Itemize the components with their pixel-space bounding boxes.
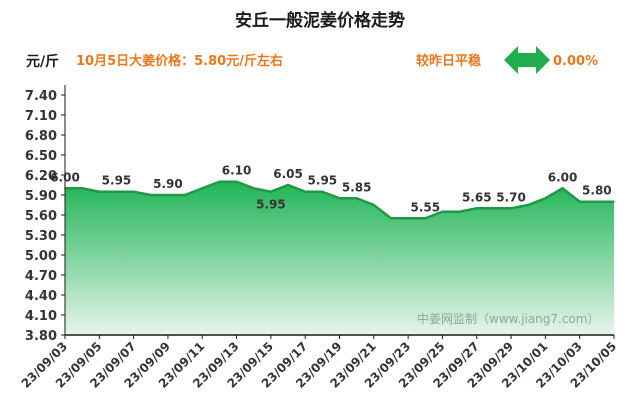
data-point xyxy=(81,187,83,190)
data-label: 5.55 xyxy=(410,200,440,214)
y-tick-label: 7.40 xyxy=(25,89,57,104)
data-point xyxy=(252,187,255,190)
double-arrow-icon xyxy=(504,46,550,74)
x-axis: 23/09/0323/09/0523/09/0723/09/0923/09/11… xyxy=(19,334,619,391)
data-point xyxy=(441,210,444,213)
data-point xyxy=(338,197,341,200)
data-point xyxy=(596,200,598,203)
unit-label: 元/斤 xyxy=(26,53,59,70)
data-point xyxy=(321,190,324,193)
data-point xyxy=(527,204,529,206)
data-label: 5.95 xyxy=(102,174,132,188)
y-tick-label: 6.50 xyxy=(25,149,57,164)
data-label: 5.70 xyxy=(496,190,526,204)
data-point xyxy=(235,180,238,183)
data-point xyxy=(578,200,581,203)
data-label: 6.10 xyxy=(222,164,252,178)
data-point xyxy=(132,190,135,193)
data-point xyxy=(184,194,186,196)
plot-area xyxy=(64,180,615,335)
data-point xyxy=(115,190,118,193)
data-labels: 6.00 5.95 5.90 6.10 5.95 6.05 5.95 5.85 5.55 5.65… xyxy=(50,164,611,215)
data-point xyxy=(458,210,461,213)
data-point xyxy=(373,204,375,206)
data-point xyxy=(304,190,307,193)
data-point xyxy=(287,184,289,186)
data-label: 5.80 xyxy=(582,184,612,198)
data-point xyxy=(561,187,564,190)
data-label: 6.00 xyxy=(50,170,80,184)
compare-label: 较昨日平稳 xyxy=(416,53,481,69)
data-point xyxy=(613,200,615,203)
chart-title: 安丘一般泥姜价格走势 xyxy=(235,10,405,31)
data-point xyxy=(476,207,478,210)
data-point xyxy=(355,197,358,200)
y-tick-label: 5.00 xyxy=(25,249,57,264)
y-tick-label: 6.80 xyxy=(25,129,57,144)
data-point xyxy=(167,194,169,196)
data-point xyxy=(493,207,495,210)
data-point xyxy=(270,190,272,193)
watermark: 中姜网监制（www.jiang7.com） xyxy=(417,311,599,326)
y-tick-label: 3.80 xyxy=(25,329,57,344)
data-label: 5.90 xyxy=(153,177,183,191)
data-point xyxy=(150,194,152,196)
data-point xyxy=(218,180,221,183)
y-tick-label: 4.70 xyxy=(25,269,57,284)
data-label: 5.95 xyxy=(256,198,286,212)
y-tick-label: 5.90 xyxy=(25,189,57,204)
data-label: 5.95 xyxy=(308,174,338,188)
data-point xyxy=(510,207,512,210)
y-tick-label: 7.10 xyxy=(25,109,57,124)
change-percent: 0.00% xyxy=(553,54,598,69)
data-point xyxy=(424,217,427,220)
data-label: 5.65 xyxy=(462,190,492,204)
y-tick-label: 5.60 xyxy=(25,209,57,224)
y-tick-label: 6.20 xyxy=(25,169,57,184)
data-point xyxy=(544,197,547,200)
y-tick-label: 4.10 xyxy=(25,309,57,324)
area-fill xyxy=(65,181,614,335)
data-point xyxy=(390,217,392,220)
data-label: 6.00 xyxy=(548,170,578,184)
price-summary: 10月5日大姜价格：5.80元/斤左右 xyxy=(76,53,283,69)
y-tick-label: 5.30 xyxy=(25,229,57,244)
data-point xyxy=(98,190,101,193)
data-point xyxy=(407,217,409,220)
y-axis: 3.80 4.10 4.40 4.70 5.00 5.30 5.60 5.90 6.20 6.50… xyxy=(25,85,66,344)
y-tick-label: 4.40 xyxy=(25,289,57,304)
data-label: 5.85 xyxy=(342,180,372,194)
data-label: 6.05 xyxy=(273,167,303,181)
data-point xyxy=(201,187,204,190)
